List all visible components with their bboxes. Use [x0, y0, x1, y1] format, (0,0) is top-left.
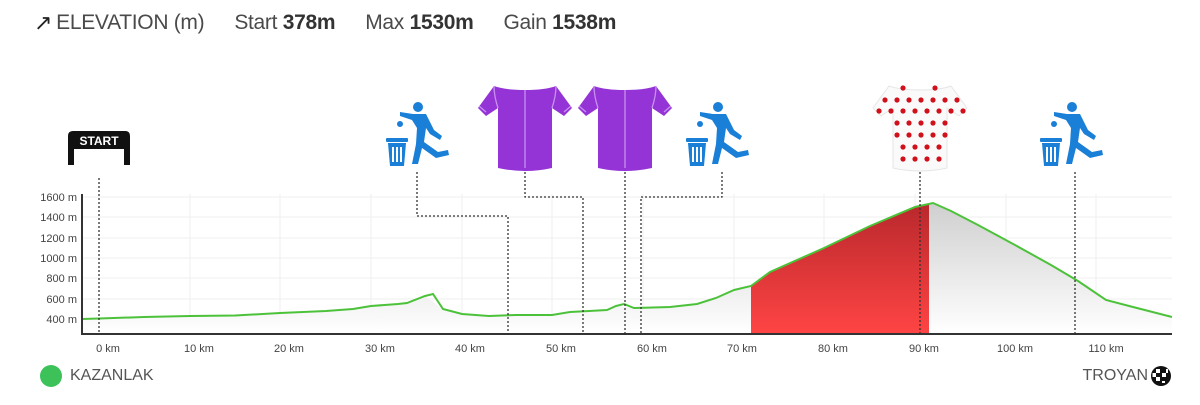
svg-text:20 km: 20 km [274, 343, 304, 355]
svg-text:40 km: 40 km [455, 343, 485, 355]
arrow-up-right-icon: ↗ [34, 10, 53, 35]
gain-stat: Gain 1538m [503, 11, 617, 34]
svg-text:110 km: 110 km [1088, 343, 1123, 355]
svg-text:10 km: 10 km [184, 343, 214, 355]
marker-lines [98, 172, 1076, 334]
svg-text:80 km: 80 km [818, 343, 848, 355]
svg-text:90 km: 90 km [909, 343, 939, 355]
svg-text:70 km: 70 km [727, 343, 757, 355]
svg-text:50 km: 50 km [546, 343, 576, 355]
max-stat: Max 1530m [365, 11, 474, 34]
svg-text:1200 m: 1200 m [40, 233, 77, 245]
start-town: KAZANLAK [70, 367, 154, 384]
trash-icon[interactable] [1040, 102, 1103, 166]
svg-text:1400 m: 1400 m [40, 212, 77, 224]
finish-location: TROYAN [1083, 365, 1172, 387]
start-banner-icon: START [68, 131, 130, 165]
svg-text:START: START [79, 134, 119, 148]
y-axis-labels: 1600 m 1400 m 1200 m 1000 m 800 m 600 m … [40, 192, 77, 326]
start-dot-icon [40, 365, 62, 387]
elevation-title: ELEVATION (m) [56, 11, 205, 34]
svg-text:0 km: 0 km [96, 343, 120, 355]
svg-text:100 km: 100 km [997, 343, 1033, 355]
start-location: KAZANLAK [40, 365, 154, 387]
start-stat: Start 378m [234, 11, 336, 34]
gain-value: 1538m [552, 11, 617, 34]
polka-dot-jersey-icon[interactable] [872, 85, 968, 172]
trash-icon[interactable] [386, 102, 449, 166]
svg-text:800 m: 800 m [46, 273, 77, 285]
svg-text:1600 m: 1600 m [40, 192, 77, 204]
elevation-line [81, 201, 1173, 320]
svg-text:60 km: 60 km [637, 343, 667, 355]
axes [81, 194, 1172, 335]
end-town: TROYAN [1082, 367, 1148, 384]
elevation-chart: 1600 m 1400 m 1200 m 1000 m 800 m 600 m … [40, 85, 1173, 355]
svg-text:400 m: 400 m [46, 314, 77, 326]
elevation-header: ↗ ELEVATION (m) Start 378m Max 1530m Gai… [34, 8, 616, 38]
trash-icon[interactable] [686, 102, 749, 166]
svg-text:600 m: 600 m [46, 294, 77, 306]
max-value: 1530m [409, 11, 474, 34]
svg-text:1000 m: 1000 m [40, 253, 77, 265]
purple-jersey-icon[interactable] [478, 85, 572, 171]
climb-highlight [751, 203, 929, 334]
svg-text:30 km: 30 km [365, 343, 395, 355]
x-axis-labels: 0 km 10 km 20 km 30 km 40 km 50 km 60 km… [96, 343, 1124, 355]
purple-jersey-icon[interactable] [578, 85, 672, 171]
start-value: 378m [282, 11, 336, 34]
checkered-flag-icon [1151, 366, 1171, 386]
